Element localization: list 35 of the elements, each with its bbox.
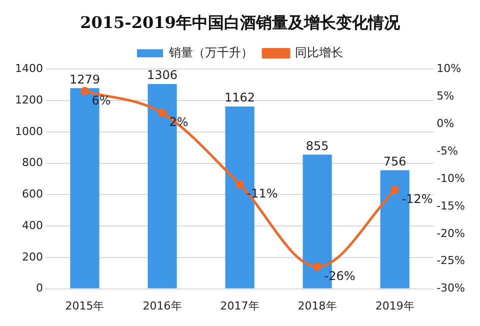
y-tick-label: 800	[22, 156, 43, 170]
data-label: 855	[306, 138, 329, 153]
x-tick-label: 2015年	[65, 299, 104, 312]
chart-title: 2015-2019年中国白酒销量及增长变化情况	[80, 12, 401, 32]
x-tick-label: 2017年	[220, 299, 260, 312]
y2-tick-label: -10%	[436, 172, 466, 185]
x-tick-label: 2018年	[298, 299, 337, 312]
y2-tick-label: -15%	[436, 199, 466, 212]
x-tick-label: 2016年	[142, 299, 182, 312]
y-tick-label: 600	[22, 188, 43, 201]
point	[313, 262, 322, 272]
point	[158, 108, 167, 118]
y2-tick-label: -30%	[436, 282, 466, 295]
data-label: 1162	[224, 90, 256, 105]
y-tick-label: 0	[36, 282, 43, 295]
y2-tick-label: 0%	[436, 116, 454, 130]
y2-tick-label: -25%	[436, 254, 466, 268]
x-tick-label: 2019年	[375, 299, 414, 312]
legend-label: 销量（万千升）	[168, 45, 253, 60]
point	[80, 86, 90, 96]
data-label: 1306	[146, 68, 178, 82]
y-tick-label: 400	[22, 218, 43, 232]
y2-tick-label: -5%	[436, 144, 458, 158]
y-tick-label: 200	[22, 250, 43, 264]
point	[236, 180, 244, 189]
y-tick-label: 1000	[14, 124, 43, 138]
y-tick-label: 1200	[14, 93, 43, 106]
point	[390, 186, 400, 194]
y2-tick-label: -20%	[436, 226, 466, 240]
legend-label: 同比增长	[295, 45, 343, 60]
y2-tick-label: 10%	[436, 62, 462, 76]
y-tick-label: 1400	[14, 62, 43, 76]
data-label: 756	[383, 154, 406, 168]
y2-tick-label: 5%	[436, 90, 454, 103]
data-label: 1279	[69, 72, 100, 86]
